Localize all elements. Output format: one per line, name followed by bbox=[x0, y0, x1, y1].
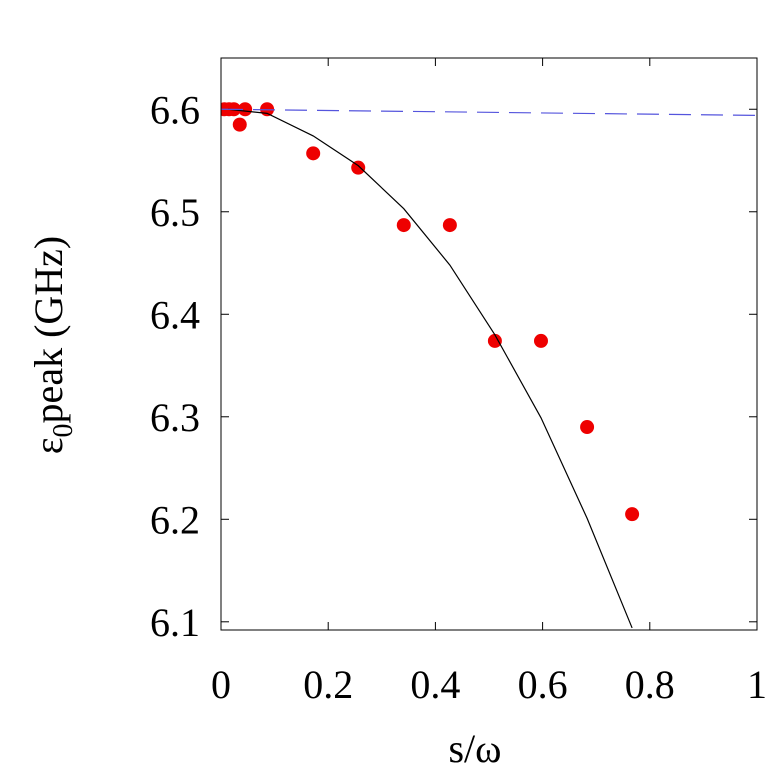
plot-area bbox=[221, 102, 757, 629]
y-tick-label: 6.4 bbox=[150, 292, 200, 337]
x-axis-label: s/ω bbox=[448, 726, 501, 771]
y-tick-label: 6.6 bbox=[150, 87, 200, 132]
y-label-rest: peak (GHz) bbox=[26, 236, 71, 424]
x-tick-label: 0.8 bbox=[625, 662, 675, 707]
x-tick-label: 0 bbox=[211, 662, 231, 707]
y-tick-label: 6.1 bbox=[150, 600, 200, 645]
fit-line bbox=[227, 108, 633, 629]
y-label-sub: 0 bbox=[48, 423, 79, 437]
data-point bbox=[232, 117, 247, 132]
y-axis-label: ε0peak (GHz) bbox=[26, 236, 79, 454]
data-point bbox=[487, 333, 502, 348]
y-label-main: ε bbox=[26, 437, 71, 454]
data-point bbox=[396, 218, 411, 233]
x-tick-label: 0.6 bbox=[518, 662, 568, 707]
data-point bbox=[625, 507, 640, 522]
data-point bbox=[306, 146, 321, 161]
y-tick-label: 6.2 bbox=[150, 497, 200, 542]
data-point bbox=[238, 102, 253, 117]
y-tick-label: 6.5 bbox=[150, 190, 200, 235]
data-point bbox=[442, 218, 457, 233]
dashed-line bbox=[221, 108, 757, 117]
data-point bbox=[580, 420, 595, 435]
x-tick-label: 1 bbox=[747, 662, 767, 707]
x-tick-label: 0.2 bbox=[303, 662, 353, 707]
data-point bbox=[533, 333, 548, 348]
data-point bbox=[351, 160, 366, 175]
y-tick-label: 6.3 bbox=[150, 395, 200, 440]
plot-frame bbox=[220, 57, 758, 631]
x-tick-label: 0.4 bbox=[410, 662, 460, 707]
